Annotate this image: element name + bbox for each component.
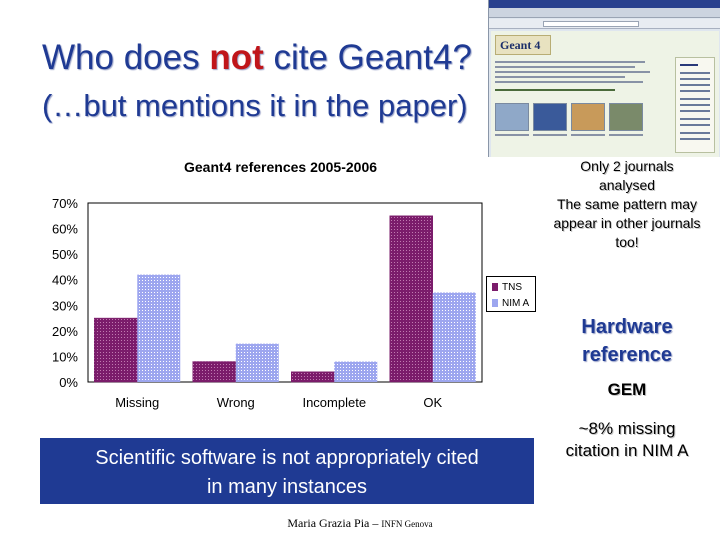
address-bar	[543, 21, 639, 27]
title-prefix: Who does	[42, 38, 210, 77]
website-page: Geant 4	[491, 31, 719, 157]
y-tick-label: 0%	[59, 375, 78, 390]
geant4-website-screenshot: Geant 4	[488, 0, 720, 157]
chart-plot: 0% 10% 20% 30% 40% 50% 60% 70% Missing Wrong Incom…	[52, 196, 483, 410]
bar-tns-missing	[94, 317, 138, 383]
bar-nim-a-missing	[137, 274, 181, 382]
y-tick-label: 10%	[52, 349, 78, 364]
chart-title: Geant4 references 2005-2006	[184, 159, 378, 175]
y-tick-label: 70%	[52, 196, 78, 211]
window-titlebar	[489, 0, 720, 8]
x-category-label: OK	[423, 395, 442, 410]
title-suffix: cite Geant4?	[263, 38, 472, 77]
thumbnail-image	[495, 103, 529, 131]
hardware-reference-heading: Hardware reference	[581, 316, 673, 366]
footer-affiliation: INFN Genova	[381, 519, 433, 529]
y-tick-label: 60%	[52, 222, 78, 237]
thumbnail-image	[609, 103, 643, 131]
slide-footer: Maria Grazia Pia – INFN Genova	[0, 516, 720, 531]
legend-swatch	[492, 299, 498, 307]
bar-tns-ok	[389, 215, 433, 383]
legend-swatch	[492, 283, 498, 291]
legend-item-tns: TNS	[492, 280, 522, 294]
chart-legend: TNS NIM A	[486, 276, 536, 312]
bar-nim-a-wrong	[235, 343, 279, 382]
y-tick-label: 50%	[52, 247, 78, 262]
y-tick-label: 30%	[52, 298, 78, 313]
legend-item-nima: NIM A	[492, 296, 529, 310]
thumbnail-image	[533, 103, 567, 131]
browser-menubar	[489, 8, 720, 18]
geant4-references-chart: Geant4 references 2005-2006 0% 10% 20% 30% 4…	[40, 154, 536, 416]
bar-tns-wrong	[192, 361, 236, 383]
website-sidebar	[675, 57, 715, 153]
journals-note: Only 2 journals analysed The same patter…	[553, 158, 701, 250]
thumbnail-image	[571, 103, 605, 131]
x-category-label: Wrong	[217, 395, 255, 410]
geant4-logo: Geant 4	[495, 35, 551, 55]
slide-title: Who does not cite Geant4?	[42, 38, 472, 78]
bar-nim-a-ok	[432, 292, 476, 382]
conclusion-banner: Scientific software is not appropriately…	[40, 438, 534, 504]
bar-tns-incomplete	[291, 371, 335, 383]
missing-citation-note: ~8% missing citation in NIM A	[565, 419, 689, 460]
bar-nim-a-incomplete	[334, 361, 378, 382]
gem-label: GEM	[607, 380, 647, 399]
footer-author: Maria Grazia Pia –	[287, 516, 382, 530]
slide-subtitle: (…but mentions it in the paper)	[42, 88, 468, 123]
x-category-label: Incomplete	[302, 395, 366, 410]
y-tick-label: 20%	[52, 324, 78, 339]
x-category-label: Missing	[115, 395, 159, 410]
title-highlight: not	[209, 38, 264, 77]
y-tick-label: 40%	[52, 273, 78, 288]
